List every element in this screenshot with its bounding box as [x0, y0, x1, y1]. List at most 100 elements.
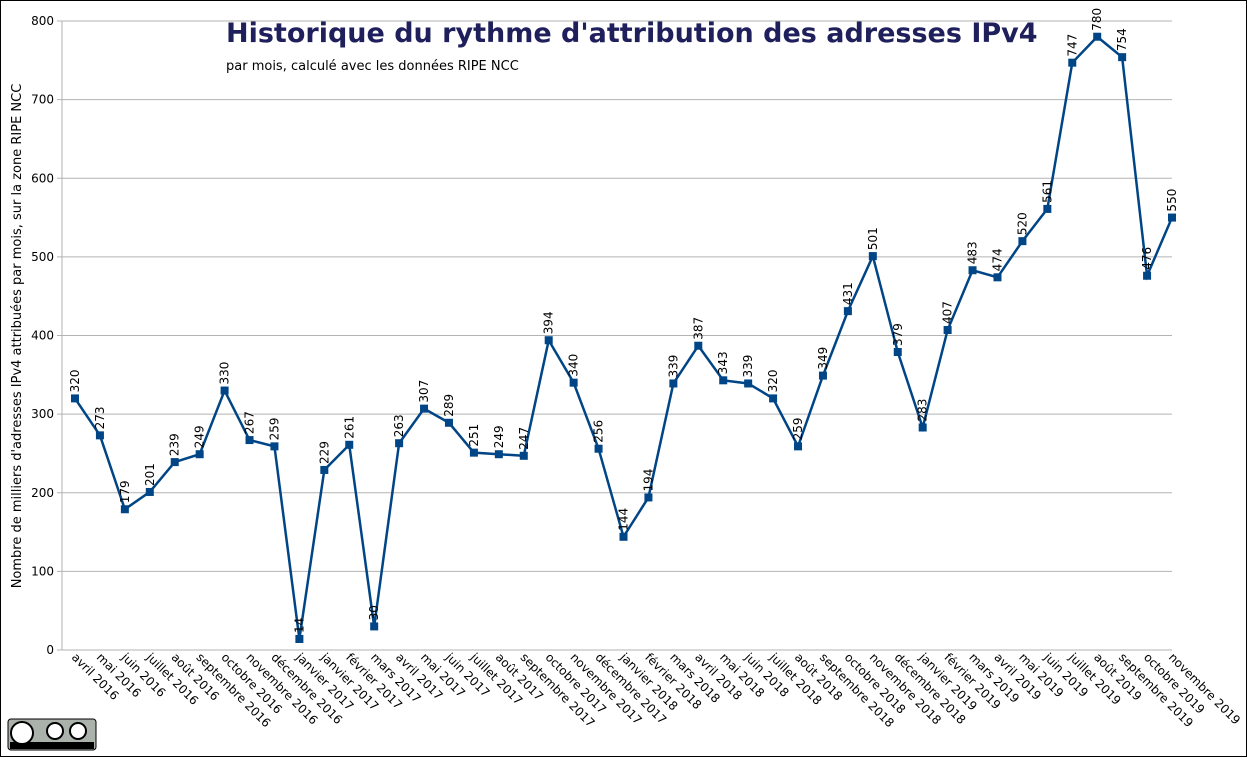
point — [1168, 213, 1176, 222]
point — [544, 336, 553, 345]
point — [95, 431, 104, 440]
value-label: 273 — [93, 406, 107, 429]
point — [1093, 32, 1102, 41]
point — [843, 307, 852, 316]
y-tick-label: 300 — [31, 407, 54, 421]
value-label: 251 — [467, 424, 481, 447]
value-label: 249 — [492, 425, 506, 448]
point — [420, 404, 429, 413]
value-label: 247 — [517, 427, 531, 450]
value-label: 239 — [168, 433, 182, 456]
value-label: 320 — [68, 369, 82, 392]
point — [71, 394, 79, 403]
value-label: 256 — [592, 420, 606, 443]
y-tick-label: 100 — [31, 564, 54, 578]
value-label: 330 — [218, 362, 232, 385]
point — [145, 487, 154, 496]
value-label: 501 — [866, 227, 880, 250]
point — [893, 348, 902, 357]
value-label: 194 — [641, 469, 655, 492]
point — [220, 386, 229, 395]
point — [918, 423, 927, 432]
value-label: 259 — [791, 417, 805, 440]
point — [868, 252, 877, 261]
value-label: 340 — [567, 354, 581, 377]
value-label: 144 — [617, 508, 631, 531]
value-label: 339 — [741, 355, 755, 378]
y-tick-label: 400 — [31, 329, 54, 343]
point — [469, 448, 478, 457]
value-label: 349 — [816, 347, 830, 370]
y-tick-label: 200 — [31, 486, 54, 500]
point — [968, 266, 977, 275]
value-label: 339 — [666, 355, 680, 378]
point — [320, 465, 329, 474]
point — [719, 376, 728, 385]
value-label: 283 — [916, 399, 930, 422]
value-label: 387 — [691, 317, 705, 340]
value-label: 320 — [766, 369, 780, 392]
value-label: 561 — [1040, 180, 1054, 203]
y-tick-label: 500 — [31, 250, 54, 264]
point — [694, 341, 703, 350]
point — [993, 273, 1002, 282]
value-label: 263 — [392, 414, 406, 437]
value-label: 259 — [267, 417, 281, 440]
value-label: 431 — [841, 282, 855, 305]
value-label: 261 — [342, 416, 356, 439]
value-label: 520 — [1015, 212, 1029, 235]
value-label: 289 — [442, 394, 456, 417]
chart-subtitle: par mois, calculé avec les données RIPE … — [226, 59, 519, 74]
y-tick-label: 600 — [31, 171, 54, 185]
value-label: 267 — [243, 411, 257, 434]
license-badge — [7, 718, 97, 751]
value-label: 394 — [542, 311, 556, 334]
point — [594, 444, 603, 453]
value-label: 476 — [1140, 247, 1154, 270]
value-label: 249 — [193, 425, 207, 448]
chart-title: Historique du rythme d'attribution des a… — [226, 18, 1038, 49]
value-label: 343 — [716, 351, 730, 374]
point — [818, 371, 827, 380]
point — [444, 418, 453, 427]
value-label: 474 — [990, 248, 1004, 271]
point — [794, 442, 803, 451]
value-label: 747 — [1065, 34, 1079, 57]
point — [494, 450, 503, 459]
value-label: 30 — [367, 605, 381, 620]
point — [345, 440, 354, 449]
value-label: 550 — [1165, 189, 1179, 212]
value-label: 201 — [143, 463, 157, 486]
point — [395, 439, 404, 448]
point — [245, 436, 254, 445]
point — [619, 532, 628, 541]
point — [120, 505, 129, 514]
point — [170, 458, 179, 467]
value-label: 379 — [891, 323, 905, 346]
point — [1018, 237, 1027, 246]
y-tick-label: 700 — [31, 93, 54, 107]
y-tick-label: 800 — [31, 14, 54, 28]
y-axis-label: Nombre de milliers d'adresses IPv4 attri… — [10, 84, 25, 589]
point — [1118, 53, 1127, 62]
value-label: 754 — [1115, 28, 1129, 51]
point — [569, 378, 578, 387]
value-label: 307 — [417, 380, 431, 403]
point — [295, 634, 304, 643]
point — [195, 450, 204, 459]
value-label: 14 — [292, 618, 306, 633]
y-tick-label: 0 — [46, 643, 54, 657]
point — [769, 394, 778, 403]
value-label: 483 — [966, 241, 980, 264]
point — [519, 451, 528, 460]
point — [1143, 271, 1152, 280]
point — [370, 622, 379, 631]
point — [270, 442, 279, 451]
point — [644, 493, 653, 502]
value-label: 179 — [118, 480, 132, 503]
point — [669, 379, 678, 388]
value-label: 229 — [317, 441, 331, 464]
point — [943, 325, 952, 334]
